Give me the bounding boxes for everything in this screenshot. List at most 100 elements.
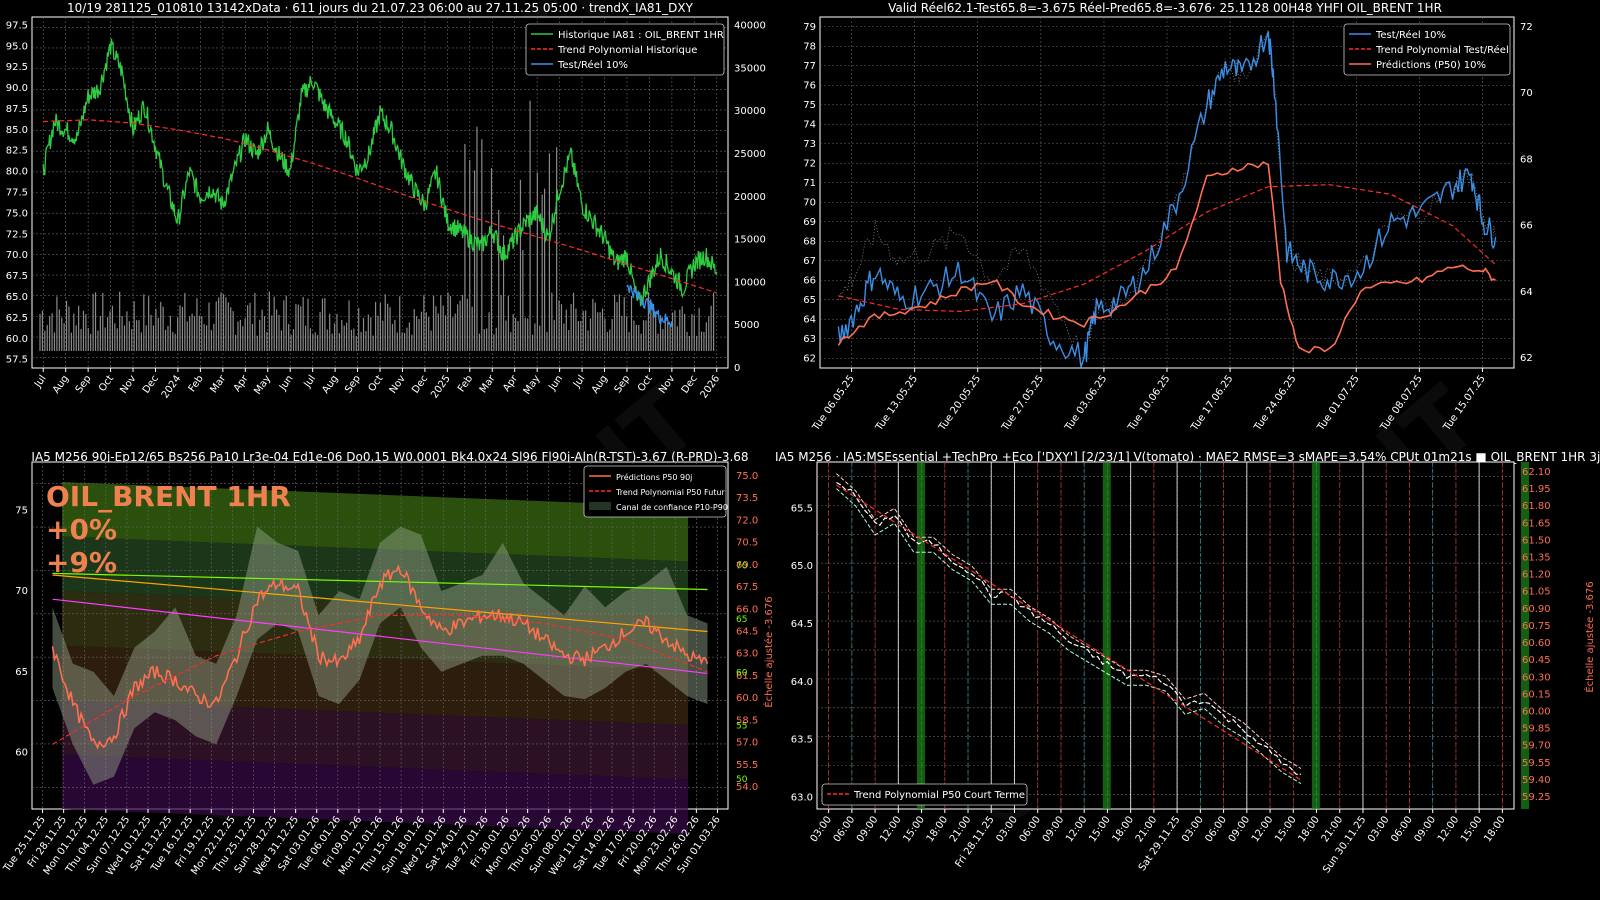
y-tick-label: 92.5: [6, 62, 28, 73]
session-band: [916, 462, 925, 809]
y2-tick-label: 35000: [734, 63, 766, 74]
x-tick-label: 03:00: [1366, 814, 1392, 844]
y2-tick-label: 59.85: [1522, 724, 1551, 735]
trend-historique-series: [43, 119, 717, 294]
magenta-trendline: [52, 598, 708, 675]
x-tick-label: May: [522, 373, 543, 396]
y-tick-label: 67.5: [6, 271, 28, 282]
y2-tick-label: 72.0: [736, 515, 758, 526]
session-band: [1102, 462, 1111, 809]
plot-frame-4: [816, 461, 1515, 810]
test-reel-series: [837, 31, 1497, 368]
y-tick-label: 76: [803, 80, 816, 91]
y2-tick-label: 73.5: [736, 493, 758, 504]
instrument-name: OIL_BRENT 1HR: [46, 480, 291, 513]
y-tick-label: 64.0: [791, 677, 813, 688]
y-tick-label: 60.0: [6, 334, 28, 345]
y-tick-label: 72.5: [6, 229, 28, 240]
x-tick-label: 18:00: [1111, 814, 1137, 844]
x-tick-label: 15:00: [1087, 814, 1113, 844]
y-tick-label: 70: [15, 586, 28, 597]
y2-tick-label: 58.5: [736, 715, 758, 726]
x-tick-label: Jun: [277, 373, 296, 393]
y3-tick-label: 50: [736, 775, 748, 785]
session-band: [1520, 462, 1529, 809]
y2-tick-label: 69.0: [736, 560, 758, 571]
legend-label: Trend Polynomial Test/Réel: [1375, 44, 1509, 56]
y-tick-label: 90.0: [6, 83, 28, 94]
x-tick-label: 03:00: [1180, 814, 1206, 844]
x-tick-label: 18:00: [1296, 814, 1322, 844]
y-tick-label: 77: [803, 61, 816, 72]
x-tick-label: 06:00: [1203, 814, 1229, 844]
x-tick-label: Feb: [187, 373, 206, 394]
x-tick-label: 06:00: [1389, 814, 1415, 844]
p10-p90-channel: [52, 526, 708, 785]
x-tick-label: 06:00: [1018, 814, 1044, 844]
right-axis-label: Échelle ajustée -3.676: [1583, 581, 1596, 692]
x-tick-label: 09:00: [855, 814, 881, 844]
x-tick-label: 09:00: [1413, 814, 1439, 844]
y3-tick-label: 65: [736, 615, 747, 625]
x-tick-label: Tue 10.06.25: [1126, 373, 1173, 433]
lower-band-series: [836, 488, 1302, 785]
y2-tick-label: 54.0: [736, 782, 758, 793]
y3-tick-label: 60: [736, 668, 748, 678]
y2-tick-label: 63.0: [736, 649, 758, 660]
x-tick-label: Tue 01.07.25: [1315, 373, 1362, 433]
x-tick-label: Apr: [501, 373, 520, 394]
x-tick-label: Nov: [118, 373, 138, 395]
y2-tick-label: 57.0: [736, 738, 758, 749]
confidence-band: [62, 591, 688, 671]
x-tick-label: Aug: [320, 373, 340, 395]
x-tick-label: Tue 06.05.25: [810, 373, 857, 433]
x-tick-label: Dec: [680, 373, 700, 395]
confidence-band: [62, 645, 688, 725]
legend-4: [821, 783, 1028, 806]
y2-tick-label: 15000: [734, 235, 766, 246]
legend-label: Trend Polynomial P50 Court Terme: [853, 790, 1025, 801]
legend-2: [1343, 23, 1511, 76]
test-reel-series: [626, 283, 673, 328]
predictions-p50-series: [51, 564, 709, 750]
y2-tick-label: 55.5: [736, 760, 758, 771]
y-tick-label: 60: [15, 748, 28, 759]
y2-tick-label: 61.20: [1522, 570, 1551, 581]
y-tick-label: 67: [803, 256, 816, 267]
x-tick-label: Oct: [636, 373, 655, 394]
x-tick-label: Aug: [51, 373, 71, 395]
y-tick-label: 80.0: [6, 167, 28, 178]
y-tick-label: 77.5: [6, 188, 28, 199]
y2-tick-label: 25000: [734, 149, 766, 160]
y-tick-label: 75: [15, 505, 28, 516]
y3-tick-label: 55: [736, 722, 747, 732]
y2-tick-label: 60.75: [1522, 621, 1551, 632]
y-tick-label: 57.5: [6, 355, 28, 366]
x-tick-label: Feb: [456, 373, 475, 394]
y-tick-label: 70: [803, 197, 816, 208]
x-tick-label: 09:00: [1041, 814, 1067, 844]
y2-tick-label: 61.35: [1522, 553, 1551, 564]
x-tick-label: 03:00: [994, 814, 1020, 844]
y2-tick-label: 62.10: [1522, 467, 1551, 478]
x-tick-label: 2024: [160, 373, 184, 400]
trend-p50-court-terme-series: [836, 484, 1302, 781]
y-tick-label: 87.5: [6, 104, 28, 115]
chart-title-2: Valid Réel62.1-Test65.8=-3.675 Réel-Pred…: [888, 1, 1442, 15]
chart-title-3: IA5 M256 90j-Ep12/65 Bs256 Pa10 Lr3e-04 …: [31, 450, 749, 464]
y-tick-label: 63.0: [791, 792, 813, 803]
x-tick-label: 03:00: [809, 814, 835, 844]
x-tick-label: 09:00: [1227, 814, 1253, 844]
p50-series: [836, 481, 1301, 775]
y2-tick-label: 72: [1520, 22, 1533, 33]
legend-label: Historique IA81 : OIL_BRENT 1HR: [558, 30, 724, 41]
y-tick-label: 65: [803, 295, 816, 306]
confidence-band: [62, 482, 688, 562]
y2-tick-label: 59.40: [1522, 775, 1551, 786]
x-tick-label: Oct: [97, 373, 116, 394]
y-tick-label: 66: [803, 275, 816, 286]
x-tick-label: Nov: [657, 373, 677, 395]
x-tick-label: Tue 15.07.25: [1441, 373, 1488, 433]
x-tick-label: 12:00: [1064, 814, 1090, 844]
